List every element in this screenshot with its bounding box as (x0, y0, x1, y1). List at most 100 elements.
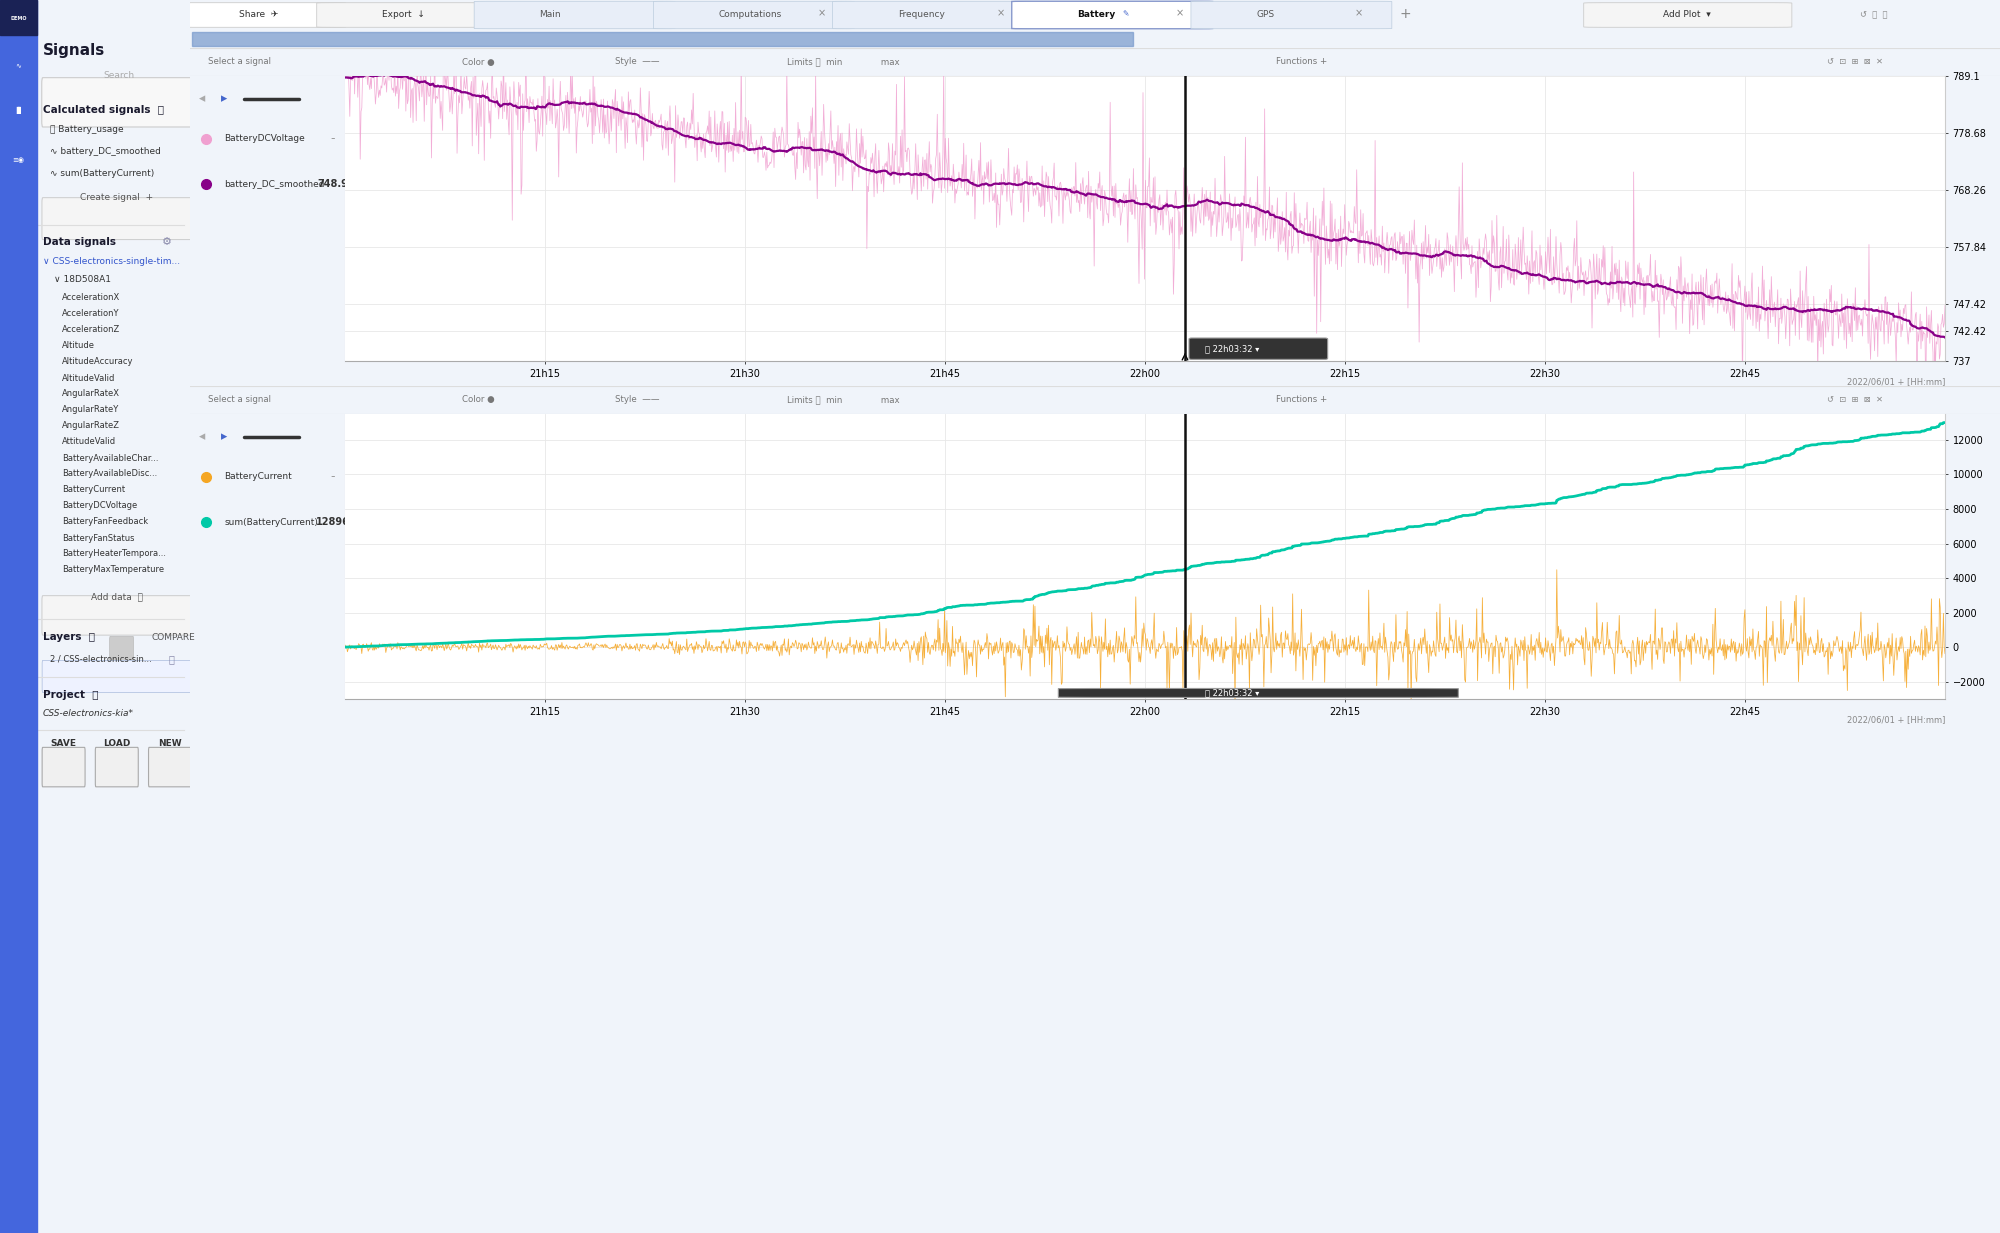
Text: 748.9: 748.9 (318, 179, 348, 190)
Text: BatteryHeaterTempora...: BatteryHeaterTempora... (62, 550, 166, 559)
Text: ∨ CSS-electronics-single-tim...: ∨ CSS-electronics-single-tim... (42, 258, 180, 266)
Text: BatteryAvailableDisc...: BatteryAvailableDisc... (62, 470, 156, 478)
Text: AngularRateY: AngularRateY (62, 406, 118, 414)
Text: ×: × (996, 9, 1004, 18)
Text: -: - (330, 470, 334, 483)
Text: 12896: 12896 (316, 518, 350, 528)
Text: Altitude: Altitude (62, 342, 94, 350)
Text: 📈 Battery_usage: 📈 Battery_usage (50, 126, 124, 134)
Text: Export  ↓: Export ↓ (382, 10, 426, 18)
Text: ▐▌: ▐▌ (14, 106, 24, 113)
FancyBboxPatch shape (42, 661, 200, 693)
FancyBboxPatch shape (1058, 688, 1458, 698)
Bar (0, 0, 36, 1233)
Text: ⏱ 22h03:32 ▾: ⏱ 22h03:32 ▾ (1204, 688, 1260, 698)
Text: BatteryAvailableChar...: BatteryAvailableChar... (62, 454, 158, 462)
Text: AngularRateZ: AngularRateZ (62, 422, 120, 430)
Text: AltitudeValid: AltitudeValid (62, 374, 116, 382)
FancyBboxPatch shape (474, 1, 676, 28)
Text: AngularRateX: AngularRateX (62, 390, 120, 398)
FancyBboxPatch shape (1188, 338, 1328, 359)
Text: Frequency: Frequency (898, 10, 944, 18)
FancyBboxPatch shape (1584, 2, 1792, 27)
Text: COMPARE: COMPARE (152, 633, 196, 641)
Text: ≡◉: ≡◉ (12, 157, 24, 163)
Text: AccelerationY: AccelerationY (62, 309, 120, 318)
FancyBboxPatch shape (42, 78, 196, 127)
Text: BatteryDCVoltage: BatteryDCVoltage (62, 502, 136, 510)
Text: Data signals: Data signals (42, 237, 116, 247)
Text: ⏱ 22h03:32 ▾: ⏱ 22h03:32 ▾ (1204, 344, 1260, 353)
FancyBboxPatch shape (42, 747, 86, 787)
Text: CSS-electronics-kia*: CSS-electronics-kia* (42, 709, 134, 718)
Text: ▸: ▸ (220, 92, 228, 105)
Text: ⚙: ⚙ (162, 237, 172, 247)
Text: Limits ⓘ  min              max: Limits ⓘ min max (788, 396, 900, 404)
Text: ∿ battery_DC_smoothed: ∿ battery_DC_smoothed (50, 148, 162, 157)
Text: ×: × (1176, 9, 1184, 18)
Text: Limits ⓘ  min              max: Limits ⓘ min max (788, 58, 900, 67)
Text: Color ●: Color ● (462, 396, 494, 404)
Text: Calculated signals  ⓘ: Calculated signals ⓘ (42, 105, 164, 115)
FancyBboxPatch shape (42, 596, 192, 635)
Text: Layers  ⓘ: Layers ⓘ (42, 633, 94, 642)
Text: Functions +: Functions + (1276, 396, 1328, 404)
Text: ◂: ◂ (200, 430, 206, 444)
Text: Add data  🔍: Add data 🔍 (90, 593, 142, 602)
Text: Share  ✈: Share ✈ (240, 10, 278, 18)
Text: BatteryFanStatus: BatteryFanStatus (62, 534, 134, 543)
Text: Main: Main (540, 10, 560, 18)
Text: 2022/06/01 + [HH:mm]: 2022/06/01 + [HH:mm] (1846, 715, 1944, 724)
Text: -: - (330, 132, 334, 145)
Text: ✎: ✎ (1122, 9, 1128, 18)
FancyBboxPatch shape (42, 197, 192, 239)
Bar (0, 0, 36, 35)
FancyBboxPatch shape (654, 1, 854, 28)
Text: NEW: NEW (158, 740, 182, 748)
FancyBboxPatch shape (110, 636, 134, 663)
Text: BatteryCurrent: BatteryCurrent (224, 472, 292, 481)
Text: SAVE: SAVE (50, 740, 76, 748)
Text: ×: × (818, 9, 826, 18)
Text: Functions +: Functions + (1276, 58, 1328, 67)
Text: ×: × (1354, 9, 1362, 18)
Text: AltitudeAccuracy: AltitudeAccuracy (62, 358, 134, 366)
Text: AccelerationZ: AccelerationZ (62, 326, 120, 334)
Text: Create signal  +: Create signal + (80, 194, 154, 202)
Text: GPS: GPS (1256, 10, 1274, 18)
Text: ↺  ⊡  ⊞  ⊠  ✕: ↺ ⊡ ⊞ ⊠ ✕ (1828, 396, 1884, 404)
Text: ↺  🔍  👤: ↺ 🔍 👤 (1860, 10, 1888, 18)
Text: Select a signal: Select a signal (208, 58, 272, 67)
FancyBboxPatch shape (832, 1, 1034, 28)
Text: Battery: Battery (1076, 10, 1116, 18)
Text: AccelerationX: AccelerationX (62, 293, 120, 302)
Text: +: + (1400, 7, 1410, 21)
Bar (192, 32, 1134, 46)
Text: BatteryDCVoltage: BatteryDCVoltage (224, 134, 304, 143)
Text: Computations: Computations (718, 10, 782, 18)
Text: LOAD: LOAD (104, 740, 130, 748)
Text: ∿: ∿ (16, 62, 22, 68)
Text: BatteryFanFeedback: BatteryFanFeedback (62, 518, 148, 526)
Text: Signals: Signals (42, 42, 104, 58)
FancyBboxPatch shape (316, 2, 488, 27)
Text: ◂: ◂ (200, 92, 206, 105)
Text: ▸: ▸ (220, 430, 228, 444)
FancyBboxPatch shape (96, 747, 138, 787)
Text: DEMO: DEMO (10, 16, 26, 21)
Text: 2 / CSS-electronics-sin...: 2 / CSS-electronics-sin... (50, 655, 152, 663)
FancyBboxPatch shape (1012, 1, 1212, 28)
Text: ∿ sum(BatteryCurrent): ∿ sum(BatteryCurrent) (50, 169, 154, 179)
Text: BatteryMaxTemperature: BatteryMaxTemperature (62, 566, 164, 575)
Text: Style  ——: Style —— (616, 396, 660, 404)
Text: sum(BatteryCurrent): sum(BatteryCurrent) (224, 518, 318, 526)
Text: Search: Search (104, 70, 134, 79)
Text: battery_DC_smoothed: battery_DC_smoothed (224, 180, 324, 189)
Text: ↺  ⊡  ⊞  ⊠  ✕: ↺ ⊡ ⊞ ⊠ ✕ (1828, 58, 1884, 67)
Text: Color ●: Color ● (462, 58, 494, 67)
Text: Select a signal: Select a signal (208, 396, 272, 404)
Text: AttitudeValid: AttitudeValid (62, 438, 116, 446)
Text: ∨ 18D508A1: ∨ 18D508A1 (54, 275, 112, 285)
FancyBboxPatch shape (174, 2, 346, 27)
Text: Style  ——: Style —— (616, 58, 660, 67)
